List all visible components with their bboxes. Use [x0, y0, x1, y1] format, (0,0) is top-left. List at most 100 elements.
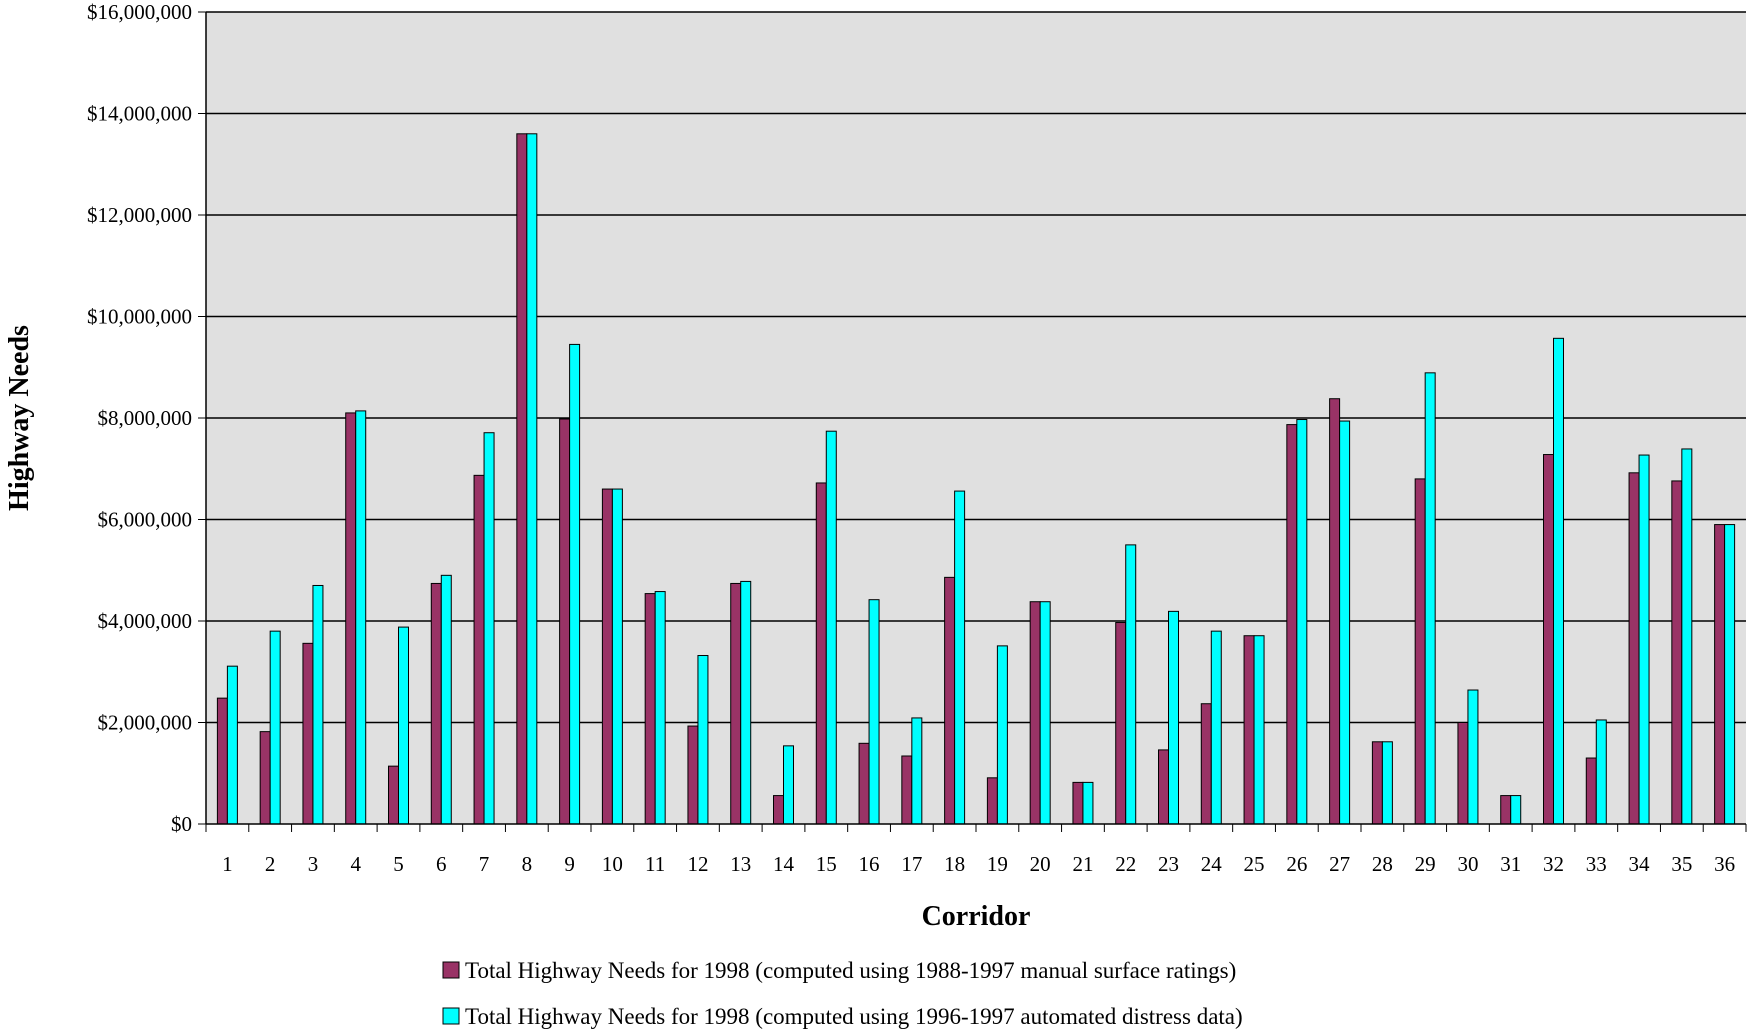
- bar-series-1-corridor-9: [559, 418, 571, 825]
- bar-series-1-corridor-11: [644, 593, 656, 825]
- bar-series-2-corridor-6: [440, 574, 452, 825]
- bar-series-1-corridor-1: [216, 697, 228, 825]
- y-tick-label: $4,000,000: [98, 609, 193, 633]
- bar-series-1-corridor-4: [345, 412, 357, 825]
- bar-series-1-corridor-2: [259, 731, 271, 825]
- y-tick-label: $2,000,000: [98, 711, 193, 735]
- y-tick-label: $10,000,000: [87, 305, 192, 329]
- x-tick-label: 13: [730, 852, 751, 876]
- bar-series-1-corridor-27: [1329, 398, 1341, 825]
- legend-item-automated-distress: Total Highway Needs for 1998 (computed u…: [442, 1004, 1243, 1029]
- y-tick-label: $12,000,000: [87, 203, 192, 227]
- bar-series-2-corridor-31: [1510, 795, 1522, 825]
- bar-series-2-corridor-11: [654, 591, 666, 825]
- bar-series-2-corridor-7: [483, 432, 495, 825]
- bar-series-2-corridor-14: [783, 745, 794, 825]
- bar-series-2-corridor-10: [611, 488, 623, 825]
- bar-series-1-corridor-26: [1286, 424, 1298, 825]
- x-tick-label: 25: [1244, 852, 1265, 876]
- legend-swatch-automated-distress: [442, 1007, 460, 1025]
- bar-series-2-corridor-4: [355, 410, 367, 825]
- x-tick-label: 24: [1201, 852, 1223, 876]
- bar-series-1-corridor-30: [1457, 722, 1469, 825]
- bar-series-2-corridor-26: [1296, 419, 1308, 825]
- x-tick-label: 11: [645, 852, 665, 876]
- bar-series-2-corridor-24: [1210, 630, 1222, 825]
- x-tick-label: 20: [1030, 852, 1051, 876]
- bar-series-1-corridor-10: [601, 488, 613, 825]
- x-tick-label: 33: [1586, 852, 1607, 876]
- x-tick-label: 19: [987, 852, 1008, 876]
- bar-series-1-corridor-28: [1371, 741, 1383, 825]
- bar-series-1-corridor-14: [773, 795, 784, 825]
- bar-series-2-corridor-27: [1339, 420, 1351, 825]
- y-axis-title: Highway Needs: [4, 325, 35, 511]
- y-tick-label: $0: [171, 812, 192, 836]
- bar-series-1-corridor-17: [901, 755, 913, 825]
- bar-series-1-corridor-34: [1628, 472, 1640, 825]
- x-tick-label: 30: [1457, 852, 1478, 876]
- x-tick-label: 4: [350, 852, 361, 876]
- bar-series-2-corridor-5: [398, 626, 409, 825]
- bar-series-2-corridor-13: [740, 580, 752, 825]
- bar-series-1-corridor-33: [1585, 757, 1597, 825]
- bar-series-2-corridor-12: [697, 655, 709, 825]
- gridlines: [206, 11, 1746, 724]
- bar-series-2-corridor-33: [1595, 719, 1607, 825]
- legend: Total Highway Needs for 1998 (computed u…: [442, 958, 1243, 1029]
- bar-series-2-corridor-36: [1724, 524, 1736, 825]
- bar-series-2-corridor-1: [226, 665, 238, 825]
- bar-series-2-corridor-32: [1553, 337, 1564, 825]
- bar-series-1-corridor-22: [1115, 622, 1127, 825]
- x-axis-title: Corridor: [922, 901, 1031, 932]
- x-tick-label: 8: [522, 852, 533, 876]
- bar-series-2-corridor-22: [1125, 544, 1137, 825]
- bar-series-1-corridor-6: [430, 582, 442, 825]
- bar-series-2-corridor-17: [911, 717, 923, 825]
- x-tick-label: 36: [1714, 852, 1735, 876]
- bar-series-2-corridor-18: [954, 490, 966, 825]
- x-tick-label: 2: [265, 852, 276, 876]
- bar-series-1-corridor-16: [858, 742, 870, 825]
- bar-series-1-corridor-20: [1029, 601, 1041, 825]
- x-tick-label: 6: [436, 852, 447, 876]
- x-tick-label: 23: [1158, 852, 1179, 876]
- x-tick-label: 35: [1671, 852, 1692, 876]
- x-tick-label: 18: [944, 852, 965, 876]
- bar-series-1-corridor-24: [1200, 703, 1212, 825]
- x-tick-label: 5: [393, 852, 404, 876]
- bar-series-1-corridor-35: [1671, 480, 1683, 825]
- bar-series-1-corridor-36: [1714, 524, 1726, 825]
- bar-series-2-corridor-15: [825, 430, 837, 825]
- bar-series-2-corridor-2: [269, 630, 281, 825]
- bar-series-2-corridor-21: [1082, 781, 1094, 825]
- legend-swatch-manual-ratings: [442, 961, 460, 979]
- x-tick-label: 10: [602, 852, 623, 876]
- bar-series-1-corridor-15: [815, 482, 827, 825]
- x-tick-label: 3: [308, 852, 319, 876]
- x-tick-label: 29: [1415, 852, 1436, 876]
- bar-series-2-corridor-23: [1168, 610, 1179, 825]
- bar-series-1-corridor-7: [473, 474, 485, 825]
- bar-series-2-corridor-16: [868, 599, 880, 825]
- bar-series-1-corridor-18: [944, 576, 956, 825]
- bar-series-2-corridor-30: [1467, 689, 1479, 825]
- legend-label-automated-distress: Total Highway Needs for 1998 (computed u…: [465, 1004, 1243, 1029]
- bar-series-1-corridor-3: [302, 642, 314, 825]
- x-tick-label: 7: [479, 852, 490, 876]
- x-tick-label: 16: [859, 852, 880, 876]
- bar-series-2-corridor-3: [312, 584, 324, 825]
- y-tick-label: $8,000,000: [98, 406, 193, 430]
- bar-series-1-corridor-31: [1500, 795, 1512, 825]
- x-axis-tick-labels: 1 2 3 4 5 6 7 8 9 10 11 12 13 14 15 16 17 18 19 20 21 22 23 24 2…: [222, 852, 1735, 876]
- bar-series-2-corridor-20: [1039, 601, 1051, 825]
- legend-label-manual-ratings: Total Highway Needs for 1998 (computed u…: [465, 958, 1236, 983]
- bar-series-1-corridor-32: [1543, 454, 1554, 825]
- x-tick-label: 31: [1500, 852, 1521, 876]
- bar-series-1-corridor-8: [516, 133, 528, 825]
- x-tick-label: 21: [1072, 852, 1093, 876]
- bar-series-2-corridor-8: [526, 133, 538, 825]
- x-tick-label: 27: [1329, 852, 1350, 876]
- x-tick-label: 32: [1543, 852, 1564, 876]
- y-tick-label: $14,000,000: [87, 102, 192, 126]
